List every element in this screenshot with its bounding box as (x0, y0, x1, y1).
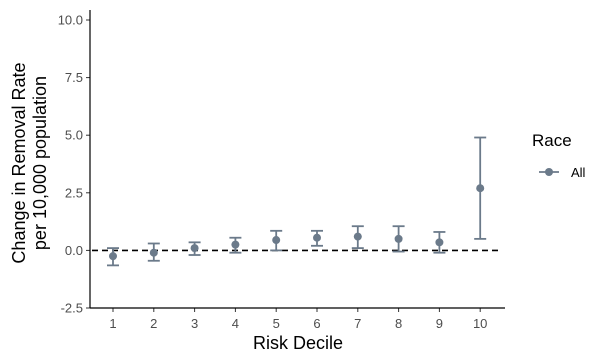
data-marks (107, 136, 487, 267)
data-point (190, 244, 199, 253)
x-tick-label: 5 (273, 316, 280, 331)
y-tick-label: 0.0 (65, 243, 83, 258)
y-tick-label: 10.0 (58, 13, 83, 28)
x-tick-label: 8 (395, 316, 402, 331)
data-point (149, 248, 158, 257)
legend-label-all: All (571, 165, 586, 180)
y-tick-label: 2.5 (65, 185, 83, 200)
x-tick-label: 1 (109, 316, 116, 331)
data-point (313, 233, 321, 242)
data-point (435, 238, 444, 247)
x-axis-label: Risk Decile (253, 333, 343, 350)
y-tick-label: 7.5 (65, 70, 83, 85)
y-axis-label-line-2: per 10,000 population (30, 76, 50, 250)
data-point (272, 236, 281, 245)
data-point (109, 252, 117, 261)
x-tick-label: 6 (313, 316, 320, 331)
legend-swatch-point (545, 168, 553, 176)
data-point (394, 234, 403, 243)
legend: Race All (532, 131, 586, 180)
y-axis-label-line-1: Change in Removal Rate (9, 62, 29, 263)
legend-title: Race (532, 131, 572, 150)
y-tick-label: -2.5 (61, 301, 83, 316)
data-point (353, 232, 362, 241)
data-point (231, 240, 240, 249)
x-tick-label: 9 (436, 316, 443, 331)
y-tick-label: 5.0 (65, 128, 83, 143)
data-point (476, 184, 485, 193)
axis-ticks: -2.5 0.0 2.5 5.0 7.5 10.0 1 2 3 4 5 6 7 8 9 10 (58, 13, 488, 332)
x-tick-label: 3 (191, 316, 198, 331)
x-tick-label: 7 (354, 316, 361, 331)
x-tick-label: 4 (232, 316, 239, 331)
x-tick-label: 2 (150, 316, 157, 331)
x-tick-label: 10 (473, 316, 487, 331)
